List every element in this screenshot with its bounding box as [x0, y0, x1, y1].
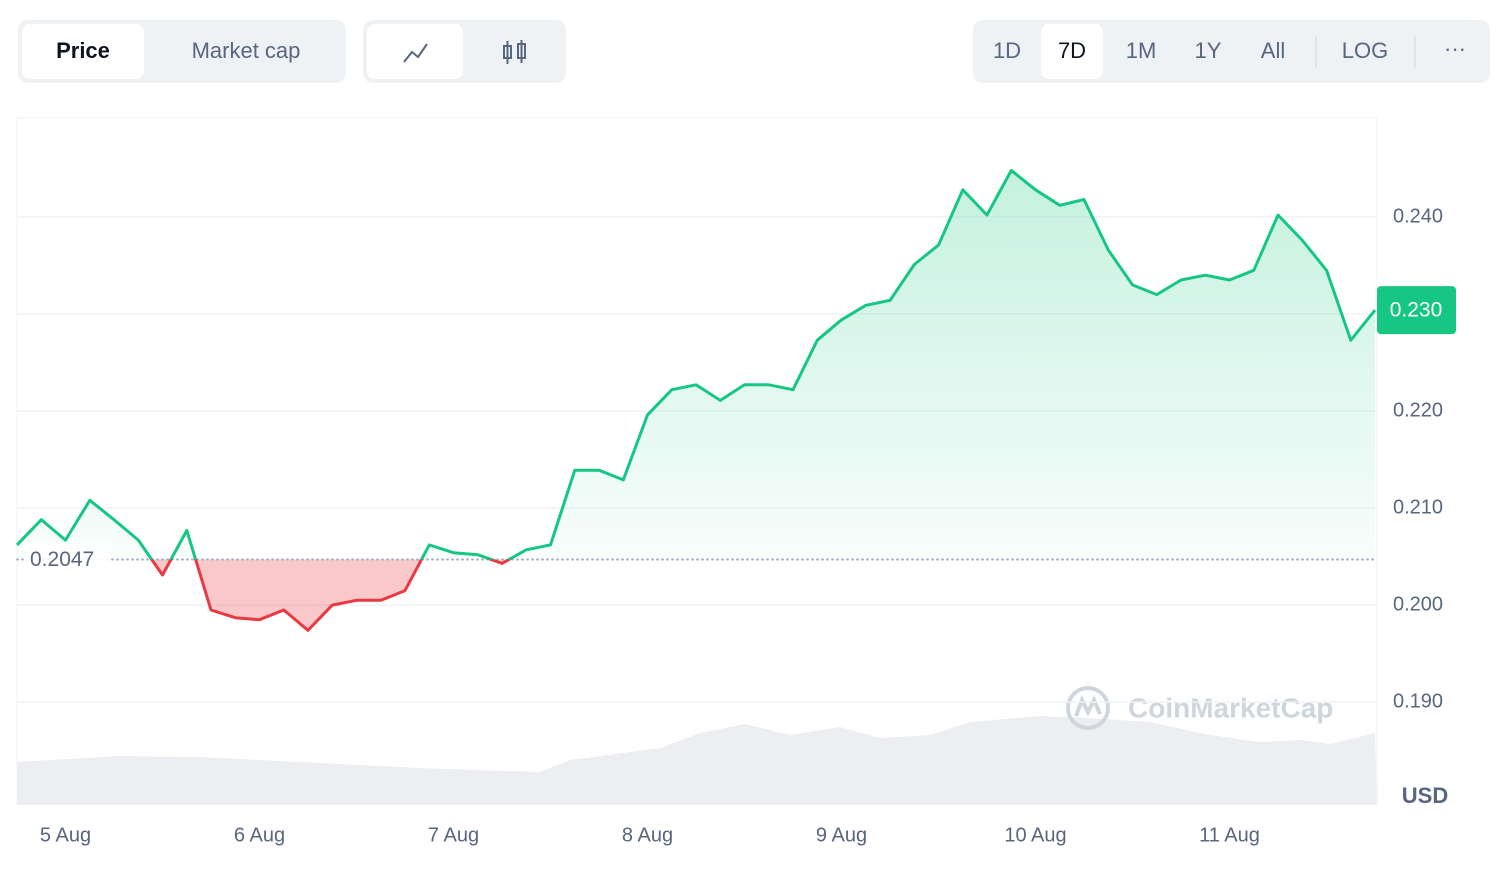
watermark-logo — [1066, 686, 1110, 730]
x-tick-label: 11 Aug — [1199, 824, 1260, 846]
price-area — [17, 170, 1375, 631]
baseline-label-bg — [26, 543, 110, 576]
active-range — [1041, 24, 1103, 79]
market-cap-tab[interactable]: Market cap — [192, 38, 301, 63]
watermark: CoinMarketCap — [1128, 692, 1333, 723]
y-tick-label: 0.200 — [1393, 593, 1443, 615]
y-tick-label: 0.190 — [1393, 690, 1443, 712]
range-1m[interactable]: 1M — [1126, 38, 1157, 63]
line-icon — [403, 43, 428, 63]
range-1d[interactable]: 1D — [993, 38, 1021, 63]
baseline-label: 0.2047 — [30, 548, 94, 571]
price-tab[interactable]: Price — [56, 38, 110, 63]
range-all[interactable]: All — [1261, 38, 1285, 63]
active-tab — [22, 24, 144, 79]
x-tick-label: 5 Aug — [40, 824, 91, 846]
volume-area — [17, 716, 1377, 805]
y-tick-label: 0.220 — [1393, 399, 1443, 421]
log-toggle[interactable]: LOG — [1342, 38, 1388, 63]
candle-icon[interactable] — [503, 40, 526, 64]
y-tick-label: 0.240 — [1393, 205, 1443, 227]
x-tick-label: 10 Aug — [1004, 824, 1066, 846]
y-tick-label: 0.210 — [1393, 496, 1443, 518]
more-button[interactable]: ··· — [1444, 36, 1466, 61]
x-tick-label: 6 Aug — [234, 824, 285, 846]
y-unit: USD — [1402, 783, 1448, 808]
x-tick-label: 8 Aug — [622, 824, 673, 846]
range-1y[interactable]: 1Y — [1195, 38, 1222, 63]
x-tick-label: 7 Aug — [428, 824, 479, 846]
line-chart-button[interactable] — [367, 24, 463, 79]
price-line — [15, 168, 1377, 632]
x-tick-label: 9 Aug — [816, 824, 867, 846]
price-tag — [1377, 286, 1456, 335]
range-7d[interactable]: 7D — [1058, 38, 1086, 63]
price-tag-label: 0.230 — [1390, 299, 1443, 322]
